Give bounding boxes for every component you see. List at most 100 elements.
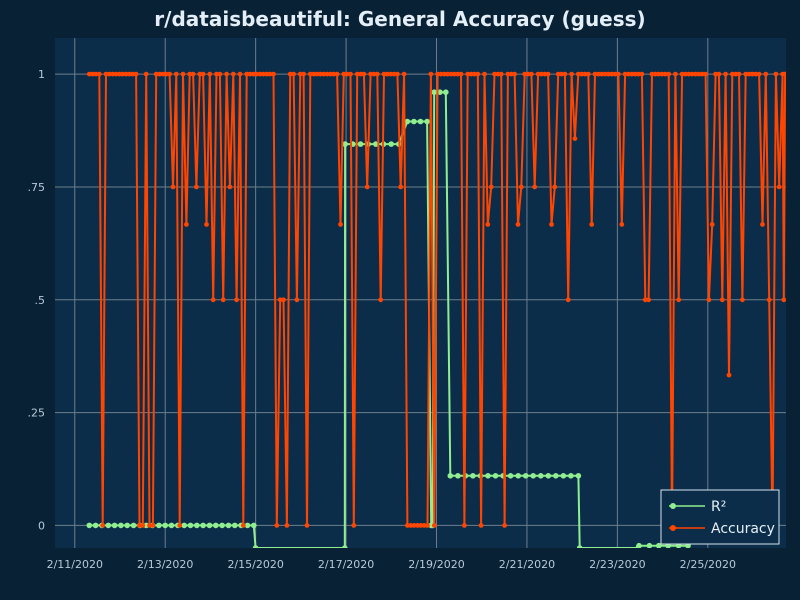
x-tick-label: 2/15/2020: [227, 558, 283, 571]
data-point: [281, 297, 286, 303]
data-point: [274, 523, 280, 528]
data-point: [447, 473, 454, 479]
data-point: [254, 71, 260, 77]
data-point: [639, 71, 645, 77]
x-tick-label: 2/13/2020: [137, 558, 193, 571]
data-point: [277, 297, 283, 303]
data-point: [150, 523, 156, 528]
data-point: [194, 522, 200, 529]
series-layer: [86, 71, 786, 548]
data-point: [147, 523, 152, 528]
data-point: [184, 222, 189, 227]
data-point: [443, 89, 449, 95]
data-point: [629, 71, 635, 77]
data-point: [107, 71, 112, 77]
data-point: [776, 184, 782, 190]
data-point: [220, 297, 226, 303]
data-point: [455, 473, 461, 479]
data-point: [560, 473, 567, 479]
data-point: [103, 71, 109, 77]
data-point: [462, 523, 467, 528]
data-point: [609, 71, 615, 77]
data-point: [485, 222, 491, 227]
data-point: [492, 71, 497, 77]
data-point: [334, 71, 340, 77]
data-point: [659, 71, 665, 77]
data-point: [252, 545, 259, 548]
data-point: [553, 473, 559, 479]
data-point: [157, 71, 163, 77]
data-point: [696, 71, 702, 77]
data-point: [200, 71, 206, 77]
data-point: [435, 71, 440, 77]
data-point: [750, 71, 755, 77]
data-point: [421, 523, 427, 528]
data-point: [766, 297, 772, 303]
data-point: [354, 71, 360, 77]
data-point: [729, 71, 735, 77]
data-point: [187, 71, 193, 77]
data-point: [538, 473, 544, 479]
data-point: [756, 71, 762, 77]
data-point: [284, 523, 290, 528]
data-point: [124, 522, 130, 529]
data-point: [424, 118, 430, 125]
data-point: [162, 522, 168, 529]
legend-swatch-marker: [670, 525, 676, 531]
data-point: [357, 141, 364, 147]
data-point: [404, 118, 411, 125]
data-point: [301, 71, 306, 77]
data-point: [240, 523, 246, 528]
data-point: [646, 542, 653, 548]
data-point: [589, 222, 595, 227]
data-point: [612, 71, 618, 77]
data-point: [709, 222, 715, 227]
data-point: [763, 71, 769, 77]
data-point: [545, 473, 552, 479]
data-point: [143, 71, 149, 77]
data-point: [163, 71, 169, 77]
data-point: [572, 136, 578, 142]
data-point: [167, 71, 173, 77]
data-point: [689, 71, 695, 77]
data-point: [616, 71, 621, 77]
data-point: [324, 71, 330, 77]
data-point: [213, 522, 219, 529]
data-point: [225, 522, 232, 529]
data-point: [458, 71, 464, 77]
data-point: [411, 118, 417, 125]
data-point: [170, 184, 176, 190]
data-point: [361, 71, 367, 77]
data-point: [133, 71, 139, 77]
data-point: [542, 71, 548, 77]
data-point: [86, 71, 92, 77]
data-point: [579, 71, 584, 77]
data-point: [348, 71, 353, 77]
data-point: [358, 71, 363, 77]
data-point: [636, 71, 641, 77]
data-point: [703, 71, 708, 77]
data-point: [204, 222, 209, 227]
y-tick-label: .5: [35, 294, 46, 307]
data-point: [716, 71, 722, 77]
data-point: [736, 71, 742, 77]
data-point: [437, 89, 443, 95]
data-point: [411, 523, 417, 528]
data-point: [351, 523, 357, 528]
data-point: [384, 71, 390, 77]
y-tick-label: 0: [38, 519, 45, 532]
data-point: [314, 71, 320, 77]
data-point: [187, 522, 194, 529]
data-point: [602, 71, 608, 77]
data-point: [642, 297, 648, 303]
data-point: [388, 141, 395, 147]
data-point: [475, 71, 481, 77]
data-point: [364, 184, 370, 190]
legend-box: [660, 489, 780, 545]
chart-title: r/dataisbeautiful: General Accuracy (gue…: [154, 7, 645, 31]
data-point: [294, 297, 300, 303]
data-point: [398, 184, 404, 190]
data-point: [626, 71, 631, 77]
data-point: [530, 473, 536, 479]
data-point: [492, 473, 499, 479]
